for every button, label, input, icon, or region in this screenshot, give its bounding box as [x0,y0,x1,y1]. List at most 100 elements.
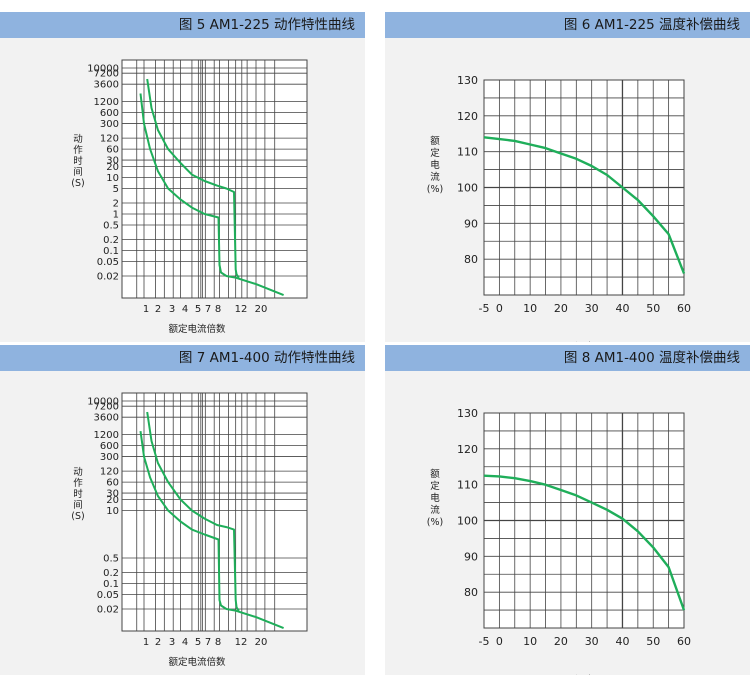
x-tick-label: 1 [143,637,149,648]
trip-curve-1 [139,430,284,630]
x-tick-label: 30 [585,635,599,648]
y-tick-label: 0.05 [97,257,119,268]
y-tick-label: 80 [464,586,478,599]
y-tick-label: 120 [100,467,119,478]
y-axis-label: (%) [427,517,443,528]
x-tick-label: 3 [169,304,175,315]
y-axis-label: 流 [430,171,440,183]
y-tick-label: 1200 [94,97,119,108]
y-axis-label: 流 [430,504,440,516]
y-axis-label: (S) [71,511,84,522]
trip-curve-2 [146,78,240,279]
x-tick-label: 50 [646,635,660,648]
x-tick-label: 8 [215,304,221,315]
x-tick-label: 50 [646,302,660,315]
y-tick-label: 600 [100,441,119,452]
x-tick-label: 60 [677,635,691,648]
trip-curve-1 [139,93,284,297]
y-tick-label: 130 [457,407,478,420]
y-tick-label: 300 [100,119,119,130]
y-tick-label: 1 [113,209,119,220]
y-tick-label: 0.05 [97,590,119,601]
y-tick-label: 2 [113,199,119,210]
x-tick-label: 3 [169,637,175,648]
x-tick-label: -5 [479,635,490,648]
chart-fig5: 10000720036001200600300120603020105210.5… [71,59,308,335]
y-tick-label: 5 [113,184,119,195]
y-tick-label: 3600 [94,80,119,91]
compensation-curve-1 [483,136,686,274]
x-tick-label: 60 [677,302,691,315]
x-tick-label: 0 [496,635,503,648]
x-tick-label: 0 [496,302,503,315]
y-tick-label: 0.5 [103,553,119,564]
y-axis-label: 额 [430,135,440,147]
chart-fig8: 80 90 100 110 120 130 -5 0 10 20 30 40 50 60 周围温度(℃) 额定… [427,407,691,675]
y-axis-label: 时 [73,155,83,167]
y-axis-label: (%) [427,184,443,195]
x-tick-label: 4 [182,304,188,315]
x-axis-label: 额定电流倍数 [168,323,226,335]
chart-title: 图 7 AM1-400 动作特性曲线 [0,345,365,371]
y-tick-label: 90 [464,217,478,230]
x-tick-label: 10 [523,302,537,315]
y-tick-label: 10000 [87,64,119,75]
panel-fig7: 图 7 AM1-400 动作特性曲线 10000 7200 3600 1200 600 3… [0,345,365,675]
chart-title: 图 5 AM1-225 动作特性曲线 [0,12,365,38]
x-tick-label: 2 [155,637,161,648]
y-tick-label: 110 [457,479,478,492]
x-tick-label: 20 [554,302,568,315]
y-tick-label: 0.2 [103,235,119,246]
y-tick-label: 60 [106,478,119,489]
chart-fig6: 80 90 100 110 120 130 -5 0 10 20 30 40 50 60 周围温度(℃) 额定… [427,74,691,342]
y-tick-label: 10 [106,506,119,517]
y-axis-label: 电 [430,492,440,504]
x-tick-label: 40 [615,635,629,648]
y-axis-label: 定 [430,480,440,492]
y-axis-label: 动 [73,134,83,145]
y-tick-label: 0.1 [103,579,119,590]
y-axis-label: 动 [73,467,83,478]
x-tick-label: 4 [182,637,188,648]
y-tick-label: 7200 [94,69,119,80]
y-tick-label: 3600 [94,413,119,424]
y-tick-label: 90 [464,550,478,563]
y-tick-label: 120 [100,134,119,145]
y-tick-label: 30 [106,156,119,167]
y-axis-label: 电 [430,159,440,171]
y-tick-label: 0.1 [103,246,119,257]
y-axis-label: 额 [430,468,440,480]
y-axis-label: 定 [430,147,440,159]
compensation-curve-1 [483,474,686,611]
chart-title: 图 6 AM1-225 温度补偿曲线 [385,12,750,38]
x-tick-label: 12 [235,637,248,648]
x-tick-label: 7 [205,637,211,648]
panel-fig5: 图 5 AM1-225 动作特性曲线 10000 7200 3600 1200 600 3… [0,12,365,342]
y-axis-label: 时 [73,488,83,500]
y-tick-label: 60 [106,145,119,156]
x-tick-label: 10 [523,635,537,648]
y-tick-label: 600 [100,108,119,119]
y-tick-label: 130 [457,74,478,87]
y-tick-label: 30 [106,489,119,500]
x-tick-label: 2 [155,304,161,315]
x-tick-label: 12 [235,304,248,315]
y-axis-label: 间 [73,499,83,511]
y-tick-label: 120 [457,443,478,456]
y-tick-label: 0.5 [103,220,119,231]
y-tick-label: 20 [106,495,119,506]
y-tick-label: 80 [464,253,478,266]
x-tick-label: 8 [215,637,221,648]
x-tick-label: 40 [615,302,629,315]
y-tick-label: 300 [100,452,119,463]
y-tick-label: 0.02 [97,605,119,616]
panel-fig8: 图 8 AM1-400 温度补偿曲线 80 90 100 110 120 130 -5 0 10… [385,345,750,675]
chart-title: 图 8 AM1-400 温度补偿曲线 [385,345,750,371]
y-tick-label: 20 [106,162,119,173]
x-tick-label: 20 [554,635,568,648]
y-axis-label: (S) [71,178,84,189]
chart-fig7: 10000720036001200600300120603020100.50.2… [71,392,308,668]
x-tick-label: 20 [255,304,268,315]
y-axis-label: 间 [73,166,83,178]
y-tick-label: 10 [106,173,119,184]
